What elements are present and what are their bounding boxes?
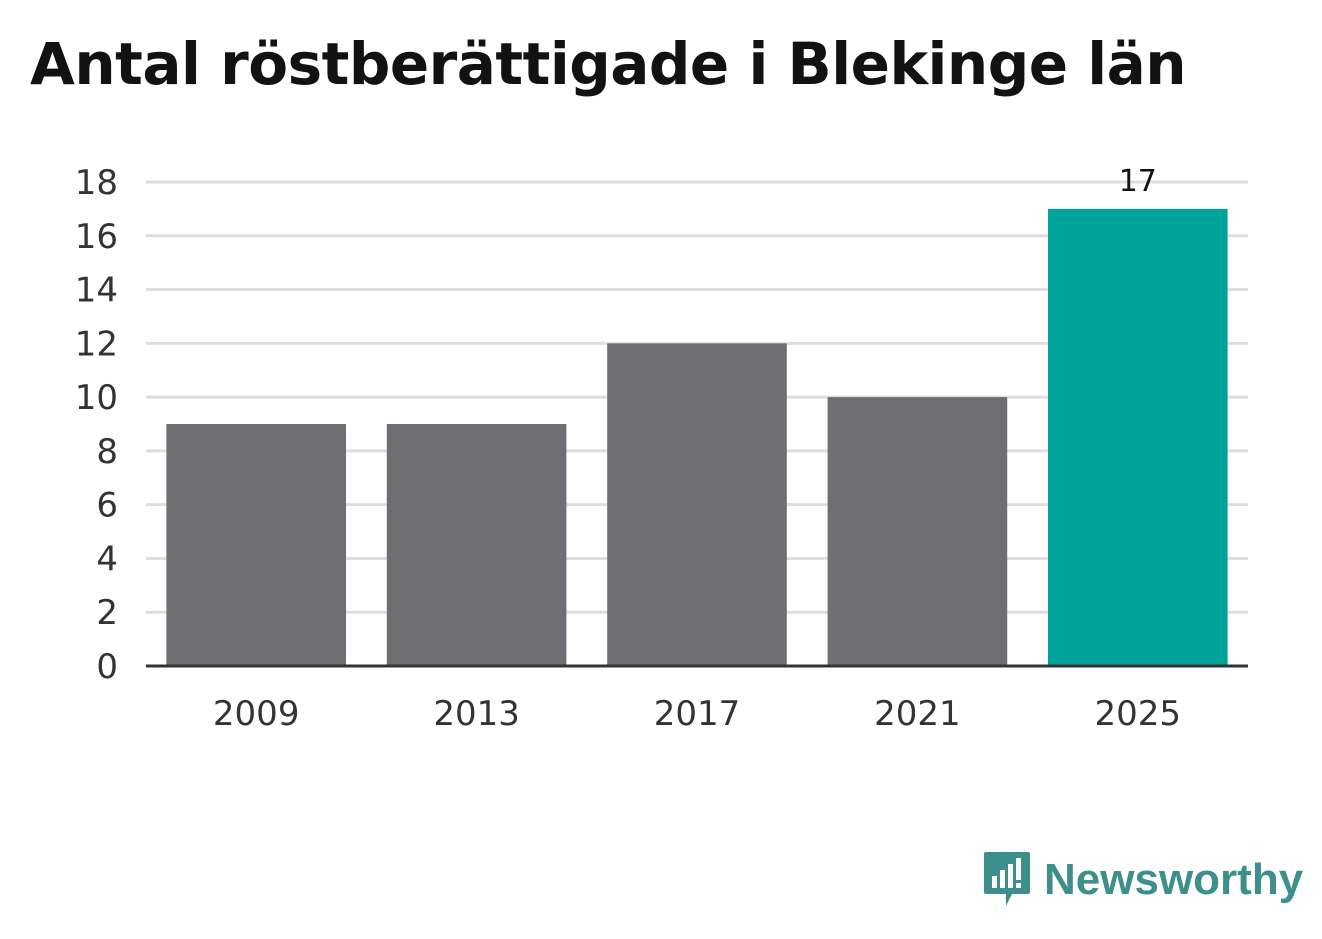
chart-title: Antal röstberättigade i Blekinge län	[30, 30, 1187, 98]
bar-2017	[607, 343, 787, 666]
y-tick-label: 6	[96, 486, 118, 526]
y-tick-label: 12	[75, 324, 118, 364]
x-tick-label: 2009	[213, 694, 300, 734]
x-tick-label: 2013	[433, 694, 520, 734]
y-tick-label: 14	[75, 271, 118, 311]
y-tick-label: 18	[75, 163, 118, 203]
x-tick-label: 2017	[654, 694, 741, 734]
y-tick-label: 16	[75, 217, 118, 257]
x-axis: 2009 2013 2017 2021 2025	[146, 664, 1248, 734]
y-tick-label: 10	[75, 378, 118, 418]
bars	[166, 208, 1228, 666]
newsworthy-logo-icon	[984, 852, 1030, 906]
x-tick-label: 2021	[874, 694, 961, 734]
y-tick-label: 0	[96, 647, 118, 687]
bar-2025	[1047, 208, 1228, 666]
bar-2021	[827, 397, 1008, 666]
newsworthy-brand: Newsworthy	[982, 850, 1303, 910]
data-labels: 17	[1119, 164, 1157, 199]
y-tick-label: 2	[96, 593, 118, 633]
x-tick-label: 2025	[1095, 694, 1182, 734]
data-label: 17	[1119, 164, 1157, 199]
y-axis: 0 2 4 6 8 10 12 14 16 18	[75, 163, 118, 687]
y-tick-label: 8	[96, 432, 118, 472]
brand-name: Newsworthy	[1044, 855, 1304, 904]
bar-2009	[166, 424, 347, 666]
bar-2013	[386, 424, 567, 666]
y-tick-label: 4	[96, 539, 118, 579]
